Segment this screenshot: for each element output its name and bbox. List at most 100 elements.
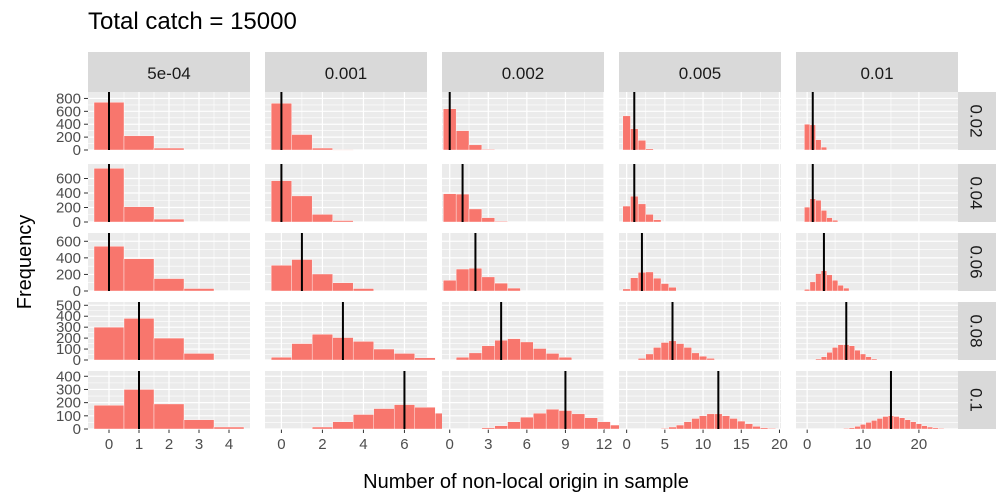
facet-panel (619, 233, 781, 292)
facet-panel (442, 371, 650, 430)
histogram-bar (520, 416, 534, 430)
histogram-bar (558, 357, 573, 361)
histogram-bar (729, 418, 738, 430)
histogram-bar (860, 353, 867, 361)
histogram-bar (153, 218, 185, 223)
histogram-bar (153, 403, 185, 430)
y-axis-label: Frequency (14, 215, 36, 310)
histogram-bar (622, 115, 631, 151)
facet-panel (796, 92, 958, 151)
histogram-bar (637, 140, 646, 151)
histogram-bar (871, 358, 878, 361)
histogram-bar (393, 353, 415, 361)
histogram-bar (630, 277, 639, 292)
x-tick-label: 0 (446, 436, 454, 453)
row-strip (956, 302, 996, 360)
histogram-bar (815, 200, 822, 223)
histogram-bar (291, 343, 313, 361)
facet-panel (796, 164, 958, 223)
y-tick-label: 500 (56, 297, 81, 314)
facet-panel (88, 371, 250, 430)
x-tick-label: 0 (277, 436, 285, 453)
histogram-bar (645, 148, 654, 151)
histogram-bar (744, 423, 753, 430)
histogram-bar (848, 427, 855, 430)
facet-panel (619, 92, 781, 151)
y-tick-label: 200 (56, 129, 81, 146)
x-tick-label: 3 (195, 436, 203, 453)
histogram-bar (332, 220, 354, 223)
column-strip-label: 0.01 (860, 64, 893, 83)
facet-panel (796, 302, 958, 361)
column-strip-label: 0.001 (325, 64, 368, 83)
histogram-bar (904, 419, 911, 430)
facet-panel (619, 302, 781, 361)
facet-panel (88, 233, 250, 292)
histogram-bar (932, 427, 939, 430)
histogram-bar (311, 426, 333, 430)
x-tick-label: 20 (771, 436, 788, 453)
y-tick-label: 400 (56, 368, 81, 385)
histogram-bar (270, 265, 292, 292)
y-tick-label: 0 (73, 352, 81, 369)
histogram-bar (660, 428, 669, 430)
histogram-bar (721, 415, 731, 430)
histogram-bar (455, 130, 470, 151)
histogram-bar (311, 147, 333, 151)
histogram-bar (938, 428, 945, 430)
histogram-bar (653, 277, 662, 292)
facet-panel (265, 302, 436, 361)
histogram-bar (826, 352, 833, 361)
histogram-bar (291, 134, 313, 151)
y-tick-label: 100 (56, 341, 81, 358)
column-strip (796, 52, 958, 92)
histogram-bar (123, 258, 155, 292)
histogram-bar (832, 280, 839, 292)
histogram-bar (809, 281, 816, 292)
y-tick-label: 400 (56, 308, 81, 325)
histogram-bar (826, 274, 833, 292)
histogram-bar (683, 421, 692, 430)
facet-panel (265, 164, 427, 223)
histogram-bar (645, 271, 654, 292)
histogram-bar (332, 421, 354, 430)
x-tick-label: 5 (661, 436, 669, 453)
histogram-bar (352, 414, 374, 430)
y-tick-label: 600 (56, 233, 81, 250)
histogram-bar (183, 419, 215, 430)
histogram-bar (915, 423, 922, 430)
histogram-bar (699, 355, 708, 361)
histogram-bar (332, 149, 354, 151)
row-strip-label: 0.04 (967, 176, 986, 209)
panel-background (796, 92, 958, 150)
histogram-bar (153, 337, 185, 361)
x-tick-label: 2 (318, 436, 326, 453)
histogram-bar (927, 426, 934, 430)
histogram-bar (507, 421, 521, 430)
facet-panel (442, 302, 605, 361)
x-tick-label: 3 (484, 436, 492, 453)
histogram-bar (837, 285, 844, 292)
histogram-bar (494, 282, 508, 292)
histogram-bar (660, 283, 669, 292)
y-tick-label: 600 (56, 103, 81, 120)
y-tick-label: 400 (56, 185, 81, 202)
histogram-bar (468, 352, 483, 361)
y-tick-label: 400 (56, 250, 81, 267)
histogram-bar (455, 268, 470, 292)
histogram-bar (520, 341, 534, 361)
y-tick-label: 200 (56, 330, 81, 347)
histogram-bar (622, 288, 631, 292)
histogram-bar (899, 417, 906, 430)
row-strip-label: 0.1 (967, 388, 986, 412)
histogram-bar (865, 422, 872, 430)
facet-panel (88, 302, 250, 361)
histogram-bar (93, 326, 125, 361)
y-tick-label: 600 (56, 171, 81, 188)
histogram-bar (699, 415, 708, 430)
histogram-bar (545, 409, 560, 430)
column-strip (442, 52, 604, 92)
histogram-bar (153, 147, 185, 151)
column-strip-label: 0.002 (502, 64, 545, 83)
x-tick-label: 9 (561, 436, 569, 453)
